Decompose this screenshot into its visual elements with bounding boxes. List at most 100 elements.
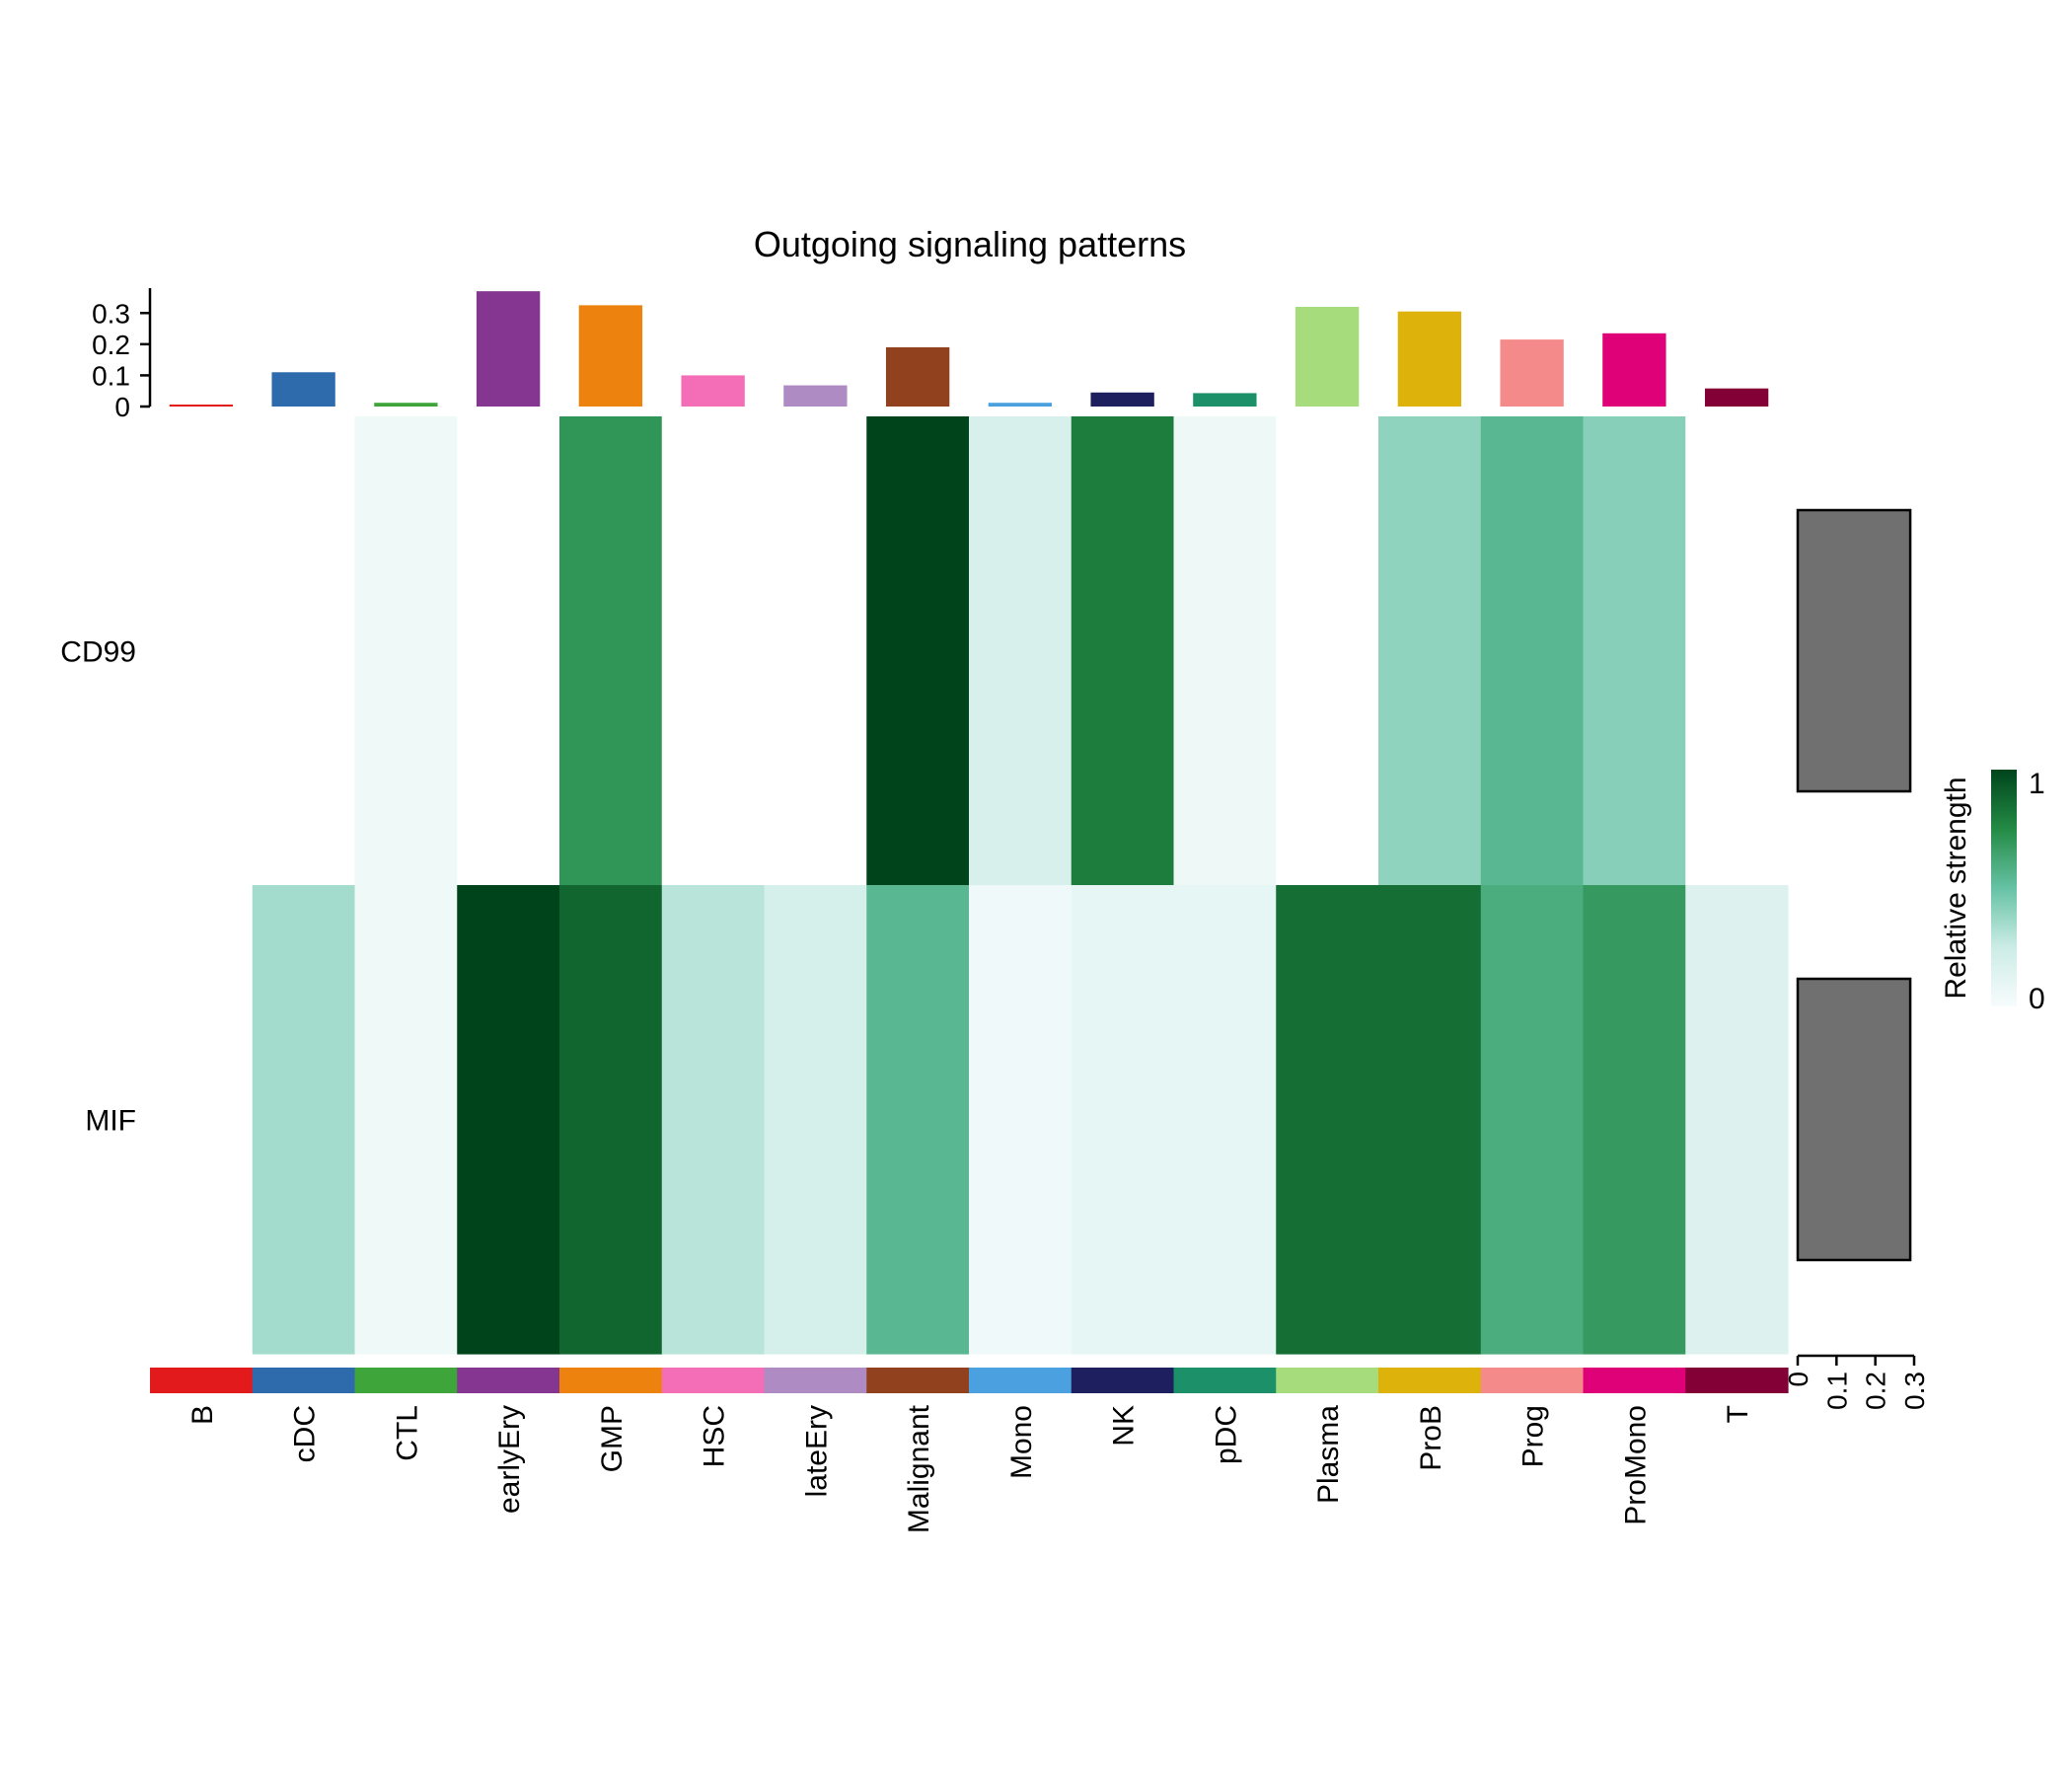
right-bar-tick-label: 0.3: [1899, 1372, 1930, 1410]
legend-max-label: 1: [2029, 768, 2045, 800]
column-annotation-cell: [969, 1368, 1073, 1393]
heatmap-cell: [1480, 416, 1585, 886]
color-legend: Relative strength 1 0: [1940, 768, 2045, 1015]
heatmap-cell: [1071, 416, 1175, 886]
column-label: cDC: [289, 1405, 322, 1462]
heatmap-cell: [252, 885, 356, 1355]
heatmap-cell: [1480, 885, 1585, 1355]
heatmap-cell: [866, 416, 970, 886]
top-bar: [1193, 393, 1257, 407]
right-barplot: 0 0.1 0.2 0.3: [1783, 508, 1930, 1410]
column-annotation-cell: [1173, 1368, 1277, 1393]
column-annotation-cell: [661, 1368, 766, 1393]
legend-title: Relative strength: [1940, 777, 1972, 999]
heatmap-cell: [1378, 885, 1482, 1355]
column-label: Plasma: [1312, 1405, 1345, 1504]
top-bar-tick-label: 0.2: [92, 330, 130, 360]
heatmap-cell: [457, 885, 560, 1355]
right-bar-tick-label: 0.2: [1861, 1372, 1891, 1410]
right-bar: [1796, 508, 1912, 793]
top-bar: [681, 375, 745, 407]
heatmap-cell: [559, 885, 663, 1355]
heatmap: [150, 416, 1789, 1355]
heatmap-cell: [1583, 885, 1686, 1355]
column-label: Mono: [1005, 1405, 1038, 1479]
top-bar: [988, 403, 1053, 407]
column-annotation-cell: [1071, 1368, 1175, 1393]
top-bar: [271, 372, 335, 407]
heatmap-cell: [661, 416, 766, 886]
column-label: GMP: [596, 1405, 629, 1472]
heatmap-cell: [764, 885, 867, 1355]
column-label: pDC: [1210, 1405, 1242, 1464]
heatmap-cell: [150, 885, 254, 1355]
column-label: NK: [1108, 1405, 1141, 1447]
column-label: Prog: [1517, 1405, 1550, 1467]
heatmap-cell: [1276, 885, 1379, 1355]
column-label: Malignant: [903, 1404, 935, 1533]
heatmap-cell: [150, 416, 254, 886]
column-annotation-cell: [354, 1368, 458, 1393]
legend-colorbar: [1991, 770, 2017, 1006]
top-bar-tick-label: 0.3: [92, 298, 130, 329]
heatmap-cell: [1583, 416, 1686, 886]
column-annotation-cell: [559, 1368, 663, 1393]
top-bar-tick-label: 0.1: [92, 360, 130, 391]
top-bar: [1602, 333, 1666, 407]
column-annotation-cell: [1480, 1368, 1585, 1393]
top-barplot: 00.10.20.3: [92, 288, 1769, 422]
heatmap-cell: [457, 416, 560, 886]
heatmap-cell: [1173, 885, 1277, 1355]
column-annotation: [150, 1368, 1789, 1393]
top-bar: [578, 305, 643, 407]
top-bar: [885, 347, 950, 407]
top-bar: [1500, 339, 1564, 407]
heatmap-cell: [1685, 885, 1789, 1355]
top-bar: [374, 403, 438, 407]
column-label: earlyEry: [493, 1405, 526, 1514]
column-annotation-cell: [764, 1368, 867, 1393]
heatmap-cell: [559, 416, 663, 886]
right-bar-tick-label: 0: [1783, 1372, 1813, 1387]
top-bar: [1090, 392, 1154, 407]
heatmap-cell: [764, 416, 867, 886]
top-bar-tick-label: 0: [114, 392, 130, 422]
legend-min-label: 0: [2029, 983, 2045, 1015]
column-label: HSC: [699, 1405, 731, 1467]
right-bar-tick-label: 0.1: [1821, 1372, 1852, 1410]
heatmap-cell: [661, 885, 766, 1355]
heatmap-cell: [252, 416, 356, 886]
top-bar: [1704, 388, 1769, 407]
column-label: B: [186, 1405, 219, 1425]
column-annotation-cell: [1583, 1368, 1686, 1393]
heatmap-cell: [354, 885, 458, 1355]
column-annotation-cell: [866, 1368, 970, 1393]
heatmap-cell: [1685, 416, 1789, 886]
top-bar: [1397, 311, 1462, 407]
heatmap-cell: [866, 885, 970, 1355]
column-annotation-cell: [1276, 1368, 1379, 1393]
top-bar: [1295, 306, 1360, 407]
column-annotation-cell: [457, 1368, 560, 1393]
row-label: MIF: [85, 1105, 136, 1138]
column-label: ProB: [1415, 1405, 1447, 1471]
column-annotation-cell: [150, 1368, 254, 1393]
heatmap-cell: [1378, 416, 1482, 886]
column-label: T: [1722, 1405, 1754, 1423]
top-bar: [476, 291, 541, 407]
heatmap-cell: [1071, 885, 1175, 1355]
heatmap-cell: [969, 885, 1073, 1355]
heatmap-cell: [354, 416, 458, 886]
chart-title: Outgoing signaling patterns: [754, 224, 1186, 264]
row-label: CD99: [60, 636, 136, 669]
column-annotation-cell: [252, 1368, 356, 1393]
heatmap-cell: [969, 416, 1073, 886]
row-labels: CD99 MIF: [60, 636, 136, 1138]
right-bar: [1796, 977, 1912, 1262]
column-label: CTL: [391, 1405, 423, 1461]
heatmap-cell: [1173, 416, 1277, 886]
top-bar: [783, 385, 848, 407]
